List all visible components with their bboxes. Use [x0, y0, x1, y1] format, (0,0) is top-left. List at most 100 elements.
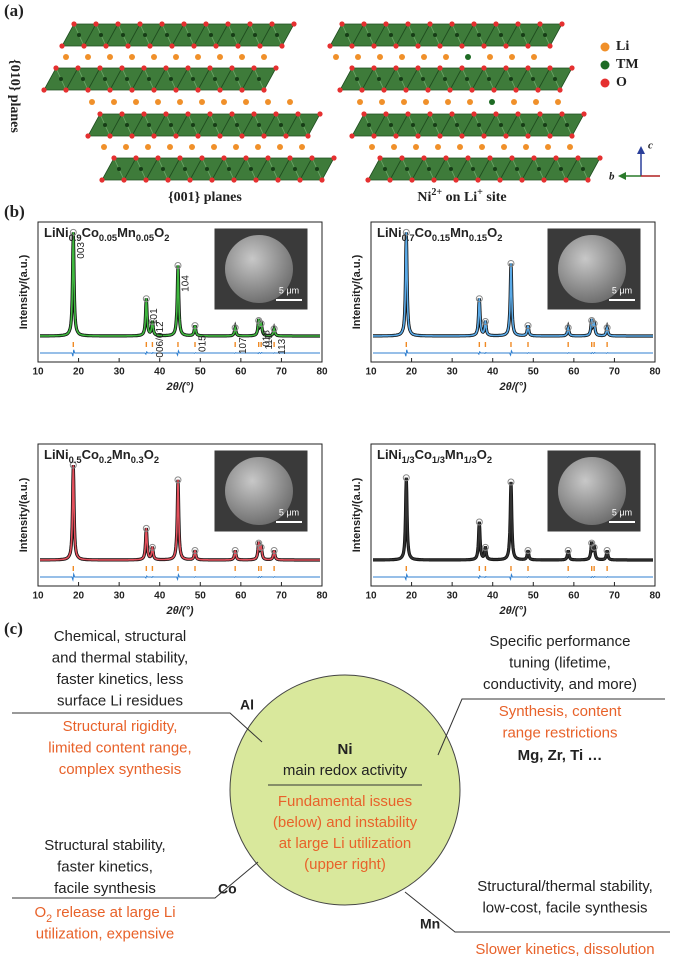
legend-swatch	[600, 60, 610, 70]
sample-formula-part: 2	[154, 455, 159, 465]
panel-label: (a)	[4, 1, 24, 20]
sample-formula-part: 0.7	[402, 233, 415, 243]
o-atom	[173, 87, 179, 93]
legend-label: TM	[616, 57, 639, 72]
o-atom	[327, 43, 333, 49]
li-atom	[379, 99, 385, 105]
tm-atom	[253, 33, 257, 37]
tm-atom	[509, 77, 513, 81]
element-label: Co	[218, 881, 237, 897]
sample-formula-part: 0.05	[99, 233, 117, 243]
x-tick-label: 60	[568, 367, 580, 378]
x-tick-label: 20	[73, 367, 85, 378]
x-tick-label: 30	[114, 591, 126, 602]
peak-marker	[590, 320, 598, 328]
o-atom	[337, 87, 343, 93]
o-atom	[93, 21, 99, 27]
o-atom	[317, 111, 323, 117]
others-benefit: conductivity, and more)	[483, 676, 637, 693]
li-atom	[255, 144, 261, 150]
element-label: Al	[240, 697, 254, 713]
sample-formula-part: Mn	[117, 225, 136, 240]
o-atom	[283, 133, 289, 139]
al-drawback: Structural rigidity,	[63, 718, 178, 735]
o-atom	[305, 133, 311, 139]
peak-marker	[524, 322, 532, 330]
o-atom	[159, 21, 165, 27]
ni-circle	[229, 674, 461, 906]
li-atom	[89, 99, 95, 105]
o-atom	[85, 133, 91, 139]
element-label: Mn	[420, 916, 440, 932]
o-atom	[97, 65, 103, 71]
tm-atom	[405, 167, 409, 171]
o-atom	[487, 155, 493, 161]
o-atom	[239, 133, 245, 139]
o-atom	[361, 21, 367, 27]
o-atom	[151, 133, 157, 139]
o-atom	[203, 21, 209, 27]
tm-atom	[143, 33, 147, 37]
difference-curve	[373, 572, 653, 582]
o-atom	[515, 111, 521, 117]
sample-formula-part: 0.05	[136, 233, 154, 243]
mn-benefit: Structural/thermal stability,	[477, 878, 653, 895]
o-atom	[103, 43, 109, 49]
tm-atom	[139, 167, 143, 171]
sample-formula-part: 0.15	[432, 233, 450, 243]
peak-marker	[564, 547, 572, 555]
al-connector	[12, 712, 263, 743]
li-atom	[401, 99, 407, 105]
tm-atom	[121, 33, 125, 37]
x-tick-label: 20	[406, 591, 418, 602]
peak-marker	[257, 320, 265, 328]
o-atom	[99, 177, 105, 183]
axis-label: c	[648, 140, 653, 152]
li-atom	[511, 99, 517, 105]
al-benefit: faster kinetics, less	[57, 671, 184, 688]
li-atom	[195, 54, 201, 60]
sample-formula-part: Mn	[450, 225, 469, 240]
tm-atom	[443, 77, 447, 81]
li-atom	[445, 99, 451, 105]
tm-atom	[209, 33, 213, 37]
tm-atom	[293, 167, 297, 171]
o-atom	[481, 65, 487, 71]
x-axis-label: 2θ/(°)	[165, 605, 193, 617]
o-atom	[381, 87, 387, 93]
o-atom	[427, 21, 433, 27]
li-atom	[145, 144, 151, 150]
center-title: Ni	[338, 741, 353, 758]
co-benefit: facile synthesis	[54, 880, 156, 897]
tm-atom	[383, 167, 387, 171]
o-atom	[217, 133, 223, 139]
o-atom	[71, 21, 77, 27]
o-atom	[415, 133, 421, 139]
x-tick-label: 30	[447, 591, 459, 602]
o-atom	[459, 43, 465, 49]
peak-marker	[148, 317, 156, 325]
o-atom	[63, 87, 69, 93]
li-atom	[107, 54, 113, 60]
li-atom	[221, 99, 227, 105]
x-tick-label: 20	[406, 367, 418, 378]
o-atom	[199, 155, 205, 161]
y-axis-label: Intensity/(a.u.)	[18, 477, 30, 552]
o-atom	[371, 65, 377, 71]
o-atom	[151, 87, 157, 93]
peak-marker	[481, 317, 489, 325]
o-atom	[563, 177, 569, 183]
o-atom	[497, 177, 503, 183]
tm-atom	[235, 77, 239, 81]
x-tick-label: 80	[316, 367, 328, 378]
o-atom	[207, 65, 213, 71]
tm-atom	[493, 167, 497, 171]
o-atom	[525, 65, 531, 71]
peak-label: 107	[238, 337, 249, 354]
x-axis-label: 2θ/(°)	[498, 381, 526, 393]
o-atom	[349, 65, 355, 71]
x-tick-label: 10	[32, 591, 44, 602]
tm-atom	[455, 33, 459, 37]
o-atom	[437, 65, 443, 71]
